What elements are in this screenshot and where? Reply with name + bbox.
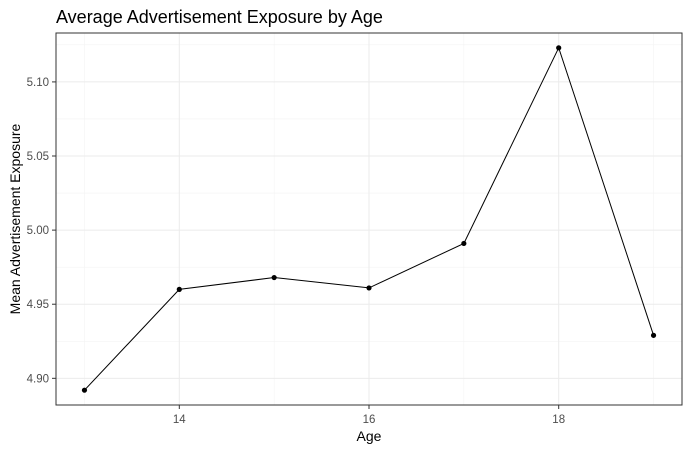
x-tick-label: 18 [552, 414, 565, 426]
data-point [556, 45, 562, 51]
x-tick-label: 16 [363, 414, 376, 426]
data-point [650, 332, 657, 338]
y-tick-label: 4.90 [27, 373, 49, 385]
x-axis-title: Age [357, 428, 382, 444]
chart-title: Average Advertisement Exposure by Age [56, 7, 383, 27]
x-tick-label: 14 [173, 414, 186, 426]
data-point [176, 286, 182, 292]
data-point [461, 240, 467, 247]
y-tick-label: 5.05 [27, 151, 49, 163]
grid [56, 33, 682, 405]
y-tick-label: 5.00 [27, 225, 49, 237]
y-axis-title: Mean Advertisement Exposure [7, 123, 23, 314]
data-point [366, 285, 372, 291]
data-point [81, 387, 88, 393]
data-point [271, 274, 277, 281]
axis-ticks: 14 16 18 4.90 4.95 5.00 5.05 5.10 [27, 77, 565, 426]
y-tick-label: 5.10 [27, 77, 49, 89]
data-series [81, 45, 657, 393]
y-tick-label: 4.95 [27, 299, 49, 311]
